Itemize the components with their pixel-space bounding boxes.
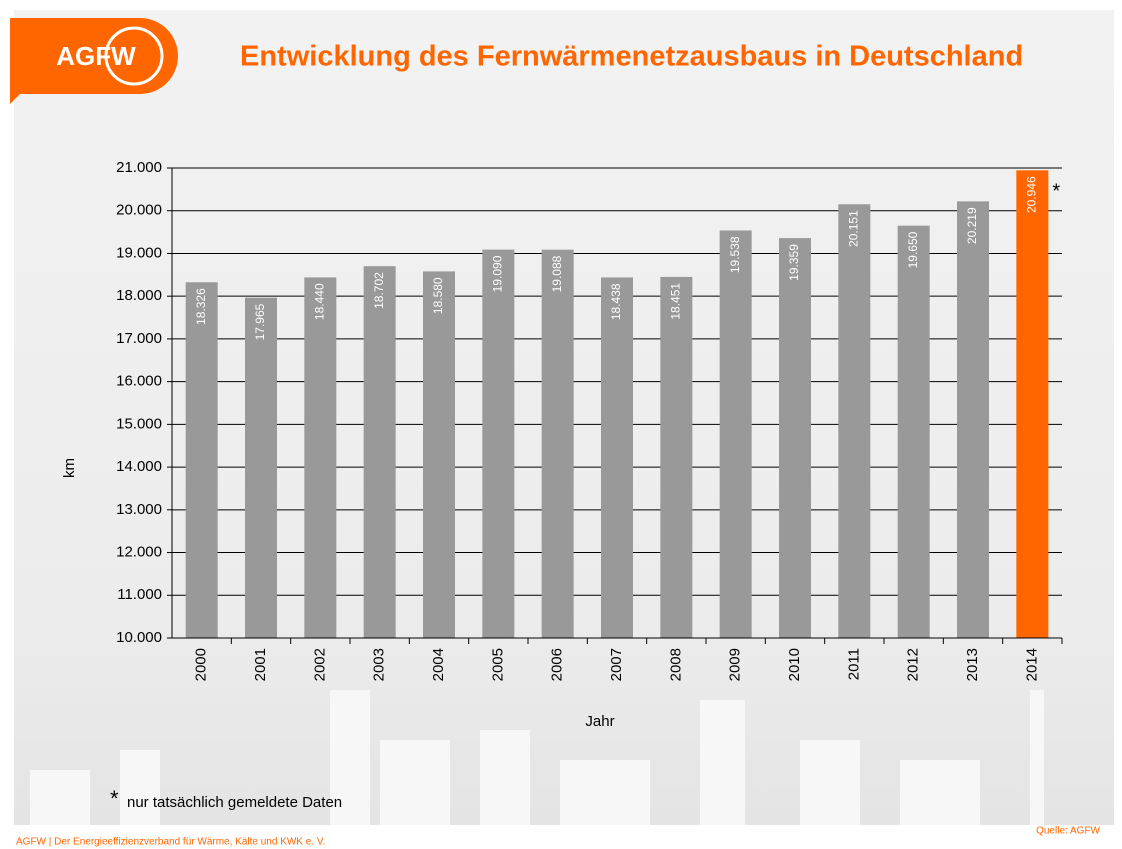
source: Quelle: AGFW [1036, 826, 1100, 837]
y-tick-label: 12.000 [116, 544, 162, 561]
y-tick-label: 13.000 [116, 501, 162, 518]
value-label: 17.965 [253, 303, 267, 340]
x-tick-label: 2009 [727, 648, 744, 681]
y-tick-label: 10.000 [116, 629, 162, 646]
bar [601, 277, 633, 638]
x-tick-label: 2013 [964, 648, 981, 681]
bar [185, 282, 218, 638]
x-tick-label: 2002 [311, 648, 328, 681]
bar [541, 249, 574, 638]
y-tick-label: 20.000 [116, 202, 162, 219]
x-axis-label: Jahr [585, 713, 614, 730]
x-tick-label: 2005 [489, 648, 506, 681]
value-label: 18.702 [372, 272, 386, 309]
x-tick-label: 2000 [193, 648, 210, 681]
value-label: 19.088 [550, 255, 564, 292]
x-tick-label: 2006 [549, 648, 566, 681]
bar [897, 225, 930, 638]
bar [1016, 170, 1049, 639]
bar [957, 201, 989, 638]
bar [660, 276, 693, 638]
bar [304, 277, 337, 638]
skyline [30, 690, 1044, 825]
value-label: 19.090 [491, 255, 505, 292]
y-tick-label: 16.000 [116, 373, 162, 390]
logo: AGFW [56, 41, 136, 71]
footer: AGFW | Der Energieeffizienzverband für W… [16, 837, 325, 848]
value-label: 20.151 [847, 210, 861, 247]
chart-title: Entwicklung des Fernwärmenetzausbaus in … [240, 41, 1023, 73]
bar [245, 297, 277, 638]
x-tick-label: 2001 [252, 648, 269, 681]
value-label: 20.946 [1025, 176, 1039, 213]
x-tick-label: 2007 [608, 648, 625, 681]
bar [363, 266, 396, 638]
value-label: 20.219 [965, 207, 979, 244]
bar [838, 204, 871, 638]
logo-ring [104, 26, 164, 86]
bar [719, 230, 752, 638]
y-tick-label: 15.000 [116, 415, 162, 432]
footnote-marker: * [110, 786, 119, 811]
value-label: 18.438 [609, 283, 623, 320]
x-tick-label: 2008 [667, 648, 684, 681]
value-label: 18.580 [431, 277, 445, 314]
y-tick-label: 19.000 [116, 244, 162, 261]
x-tick-label: 2004 [430, 648, 447, 681]
y-tick-label: 21.000 [116, 159, 162, 176]
value-label: 19.359 [787, 244, 801, 281]
y-tick-label: 18.000 [116, 287, 162, 304]
x-tick-label: 2010 [786, 648, 803, 681]
y-tick-label: 11.000 [117, 586, 162, 603]
x-tick-label: 2003 [371, 648, 388, 681]
value-label: 18.440 [313, 283, 327, 320]
x-tick-label: 2012 [905, 648, 922, 681]
y-tick-label: 14.000 [116, 458, 162, 475]
value-label: 18.326 [194, 288, 208, 325]
value-label: 19.538 [728, 236, 742, 273]
value-label: 18.451 [669, 283, 683, 320]
footnote: nur tatsächlich gemeldete Daten [127, 794, 342, 811]
bar [423, 271, 455, 638]
y-tick-label: 17.000 [116, 330, 162, 347]
value-label: 19.650 [906, 231, 920, 268]
y-axis-label: km [61, 458, 78, 478]
bar [482, 249, 515, 639]
bar [779, 238, 811, 638]
annotation: * [1052, 181, 1060, 203]
x-tick-label: 2014 [1023, 648, 1040, 681]
x-tick-label: 2011 [845, 648, 862, 680]
